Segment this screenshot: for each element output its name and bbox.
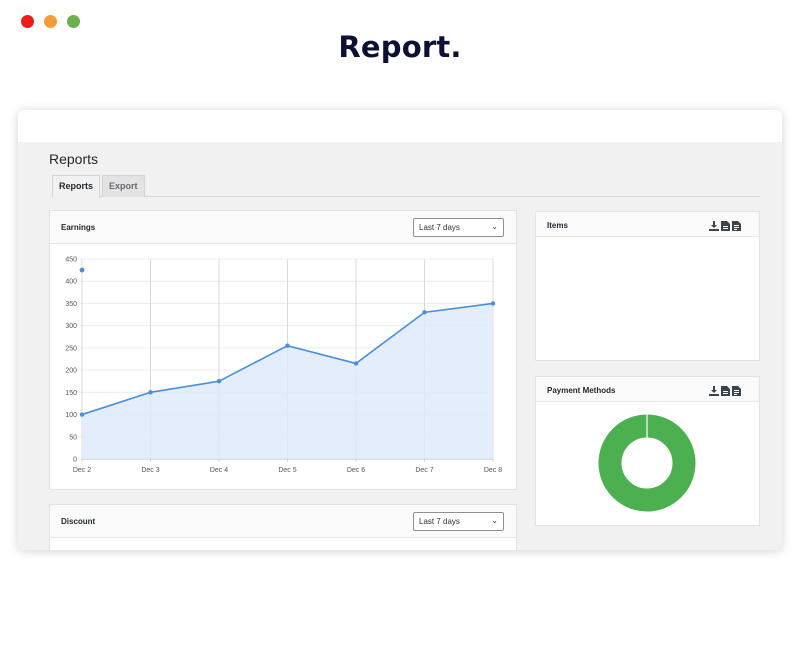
tab-bar: Reports Export — [52, 175, 760, 198]
data-point — [285, 343, 290, 348]
earnings-chart: 0 50 100 150 200 250 300 350 400 450 Dec 2 Dec 3 De… — [65, 257, 502, 475]
download-icon[interactable] — [709, 218, 719, 236]
page-title: Reports — [49, 151, 99, 167]
data-point — [490, 301, 496, 306]
items-export-icons — [709, 218, 741, 236]
earnings-range-value: Last 7 days — [419, 223, 460, 232]
window-controls — [21, 15, 80, 28]
x-tick-label: Dec 5 — [278, 467, 296, 474]
data-point — [148, 390, 153, 395]
window-top-bar — [18, 110, 782, 142]
earnings-panel: Earnings Last 7 days ⌄ 0 50 100 150 200 250 30… — [49, 210, 517, 490]
x-tick-label: Dec 6 — [347, 467, 365, 474]
x-tick-label: Dec 3 — [141, 467, 159, 474]
earnings-area — [82, 303, 493, 459]
discount-title: Discount — [61, 517, 96, 526]
discount-range-select[interactable]: Last 7 days ⌄ — [413, 512, 504, 531]
earnings-title: Earnings — [61, 223, 96, 232]
y-tick-label: 200 — [65, 368, 77, 375]
x-tick-label: Dec 8 — [484, 467, 502, 474]
download-icon[interactable] — [709, 383, 719, 401]
x-tick-label: Dec 7 — [415, 467, 433, 474]
pdf-file-icon[interactable] — [732, 383, 741, 401]
discount-panel-header: Discount Last 7 days ⌄ — [50, 505, 516, 538]
payment-methods-donut — [598, 414, 696, 512]
y-tick-label: 50 — [69, 434, 77, 441]
payment-methods-panel: Payment Methods — [535, 376, 760, 526]
tab-export[interactable]: Export — [102, 175, 145, 197]
x-tick-label: Dec 4 — [210, 467, 228, 474]
data-point — [353, 361, 359, 366]
zoom-window-button[interactable] — [67, 15, 80, 28]
payment-methods-panel-header: Payment Methods — [536, 377, 759, 402]
data-point — [79, 412, 85, 417]
data-point — [216, 379, 222, 384]
items-panel: Items — [535, 211, 760, 361]
y-tick-label: 150 — [65, 390, 77, 397]
earnings-panel-header: Earnings Last 7 days ⌄ — [50, 211, 516, 244]
y-tick-label: 450 — [65, 257, 77, 264]
payment-methods-title: Payment Methods — [547, 386, 616, 395]
y-tick-label: 0 — [73, 457, 77, 464]
csv-file-icon[interactable] — [721, 218, 730, 236]
chevron-down-icon: ⌄ — [491, 222, 498, 231]
y-tick-label: 100 — [65, 412, 77, 419]
minimize-window-button[interactable] — [44, 15, 57, 28]
items-panel-header: Items — [536, 212, 759, 237]
discount-range-value: Last 7 days — [419, 517, 460, 526]
x-tick-label: Dec 2 — [73, 467, 91, 474]
y-tick-label: 250 — [65, 345, 77, 352]
csv-file-icon[interactable] — [721, 383, 730, 401]
tab-reports[interactable]: Reports — [52, 175, 101, 198]
y-tick-label: 300 — [65, 323, 77, 330]
series-legend-marker — [79, 267, 85, 273]
pdf-file-icon[interactable] — [732, 218, 741, 236]
hero-title: Report. — [338, 30, 462, 64]
payment-methods-export-icons — [709, 383, 741, 401]
earnings-range-select[interactable]: Last 7 days ⌄ — [413, 218, 504, 237]
items-title: Items — [547, 221, 568, 230]
close-window-button[interactable] — [21, 15, 34, 28]
y-tick-label: 400 — [65, 279, 77, 286]
discount-panel: Discount Last 7 days ⌄ — [49, 504, 517, 550]
app-window: Reports Reports Export Earnings Last 7 d… — [18, 110, 782, 550]
data-point — [422, 310, 427, 315]
y-tick-label: 350 — [65, 301, 77, 308]
chevron-down-icon: ⌄ — [491, 516, 498, 525]
